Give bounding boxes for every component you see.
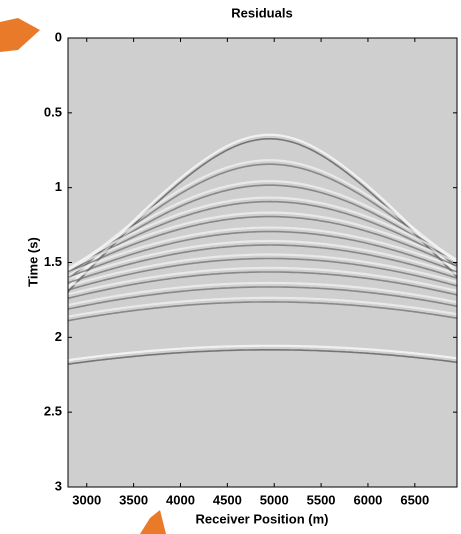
x-tick-label: 6500 — [400, 492, 429, 507]
wavefront — [68, 230, 457, 279]
wavefront — [68, 349, 457, 365]
y-tick-label: 2.5 — [44, 404, 62, 419]
arrow-decoration — [140, 510, 166, 534]
plot-area — [68, 38, 457, 487]
wavefront — [68, 266, 457, 296]
y-tick-label: 2 — [55, 329, 62, 344]
y-tick-label: 0.5 — [44, 104, 62, 119]
wavefront — [68, 184, 457, 275]
wavefront — [68, 253, 457, 288]
x-axis-label: Receiver Position (m) — [196, 511, 329, 526]
wavefront — [68, 301, 457, 322]
y-tick-label: 1.5 — [44, 254, 62, 269]
wavefront — [68, 271, 457, 300]
y-tick-label: 0 — [55, 29, 62, 44]
x-tick-label: 5500 — [307, 492, 336, 507]
residual-events — [68, 133, 457, 365]
wavefront — [68, 180, 457, 272]
x-tick-label: 3000 — [72, 492, 101, 507]
chart-title: Residuals — [231, 5, 292, 20]
x-tick-label: 5000 — [260, 492, 289, 507]
wavefront — [68, 196, 457, 270]
wavefront — [68, 215, 457, 275]
y-tick-label: 1 — [55, 179, 62, 194]
x-tick-label: 6000 — [353, 492, 382, 507]
wavefront — [68, 296, 457, 318]
wavefront — [68, 226, 457, 275]
wavefront — [68, 200, 457, 273]
x-tick-label: 4000 — [166, 492, 195, 507]
x-tick-label: 3500 — [119, 492, 148, 507]
arrow-decoration — [0, 18, 40, 52]
wavefront — [68, 344, 457, 362]
wavefront — [68, 211, 457, 271]
x-tick-label: 4500 — [213, 492, 242, 507]
wavefront — [68, 286, 457, 310]
y-axis-label: Time (s) — [25, 237, 40, 287]
y-tick-label: 3 — [55, 478, 62, 493]
wavefront — [68, 257, 457, 291]
wavefront — [68, 244, 457, 284]
wavefront — [68, 239, 457, 280]
wavefront — [68, 159, 457, 277]
wavefront — [68, 281, 457, 307]
